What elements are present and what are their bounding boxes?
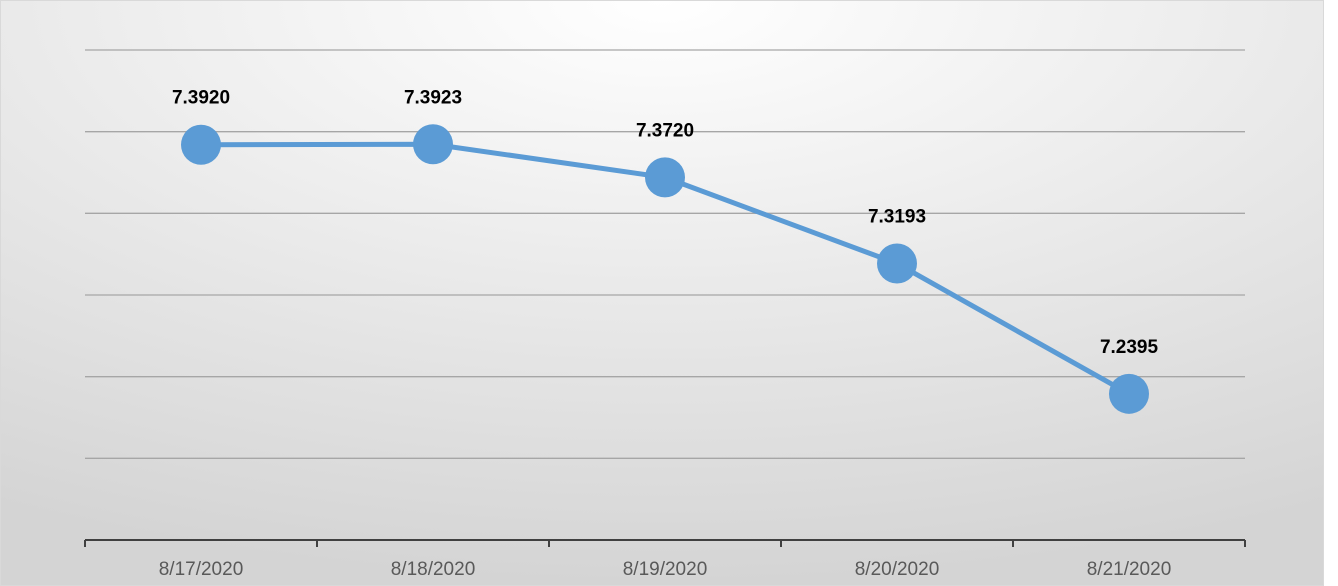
data-label: 7.2395 [1100, 337, 1159, 358]
x-tick-label: 8/20/2020 [855, 559, 940, 580]
marker [877, 243, 917, 284]
x-tick-label: 8/18/2020 [391, 559, 476, 580]
marker [181, 124, 221, 165]
data-label: 7.3923 [404, 87, 462, 108]
x-tick-label: 8/21/2020 [1087, 559, 1172, 580]
x-tick-label: 8/19/2020 [623, 559, 708, 580]
x-tick-label: 8/17/2020 [159, 559, 244, 580]
data-label: 7.3193 [868, 206, 926, 227]
marker [1109, 373, 1149, 414]
data-label: 7.3720 [636, 120, 694, 141]
data-label: 7.3920 [172, 88, 230, 109]
marker [645, 157, 685, 198]
marker [413, 124, 453, 165]
